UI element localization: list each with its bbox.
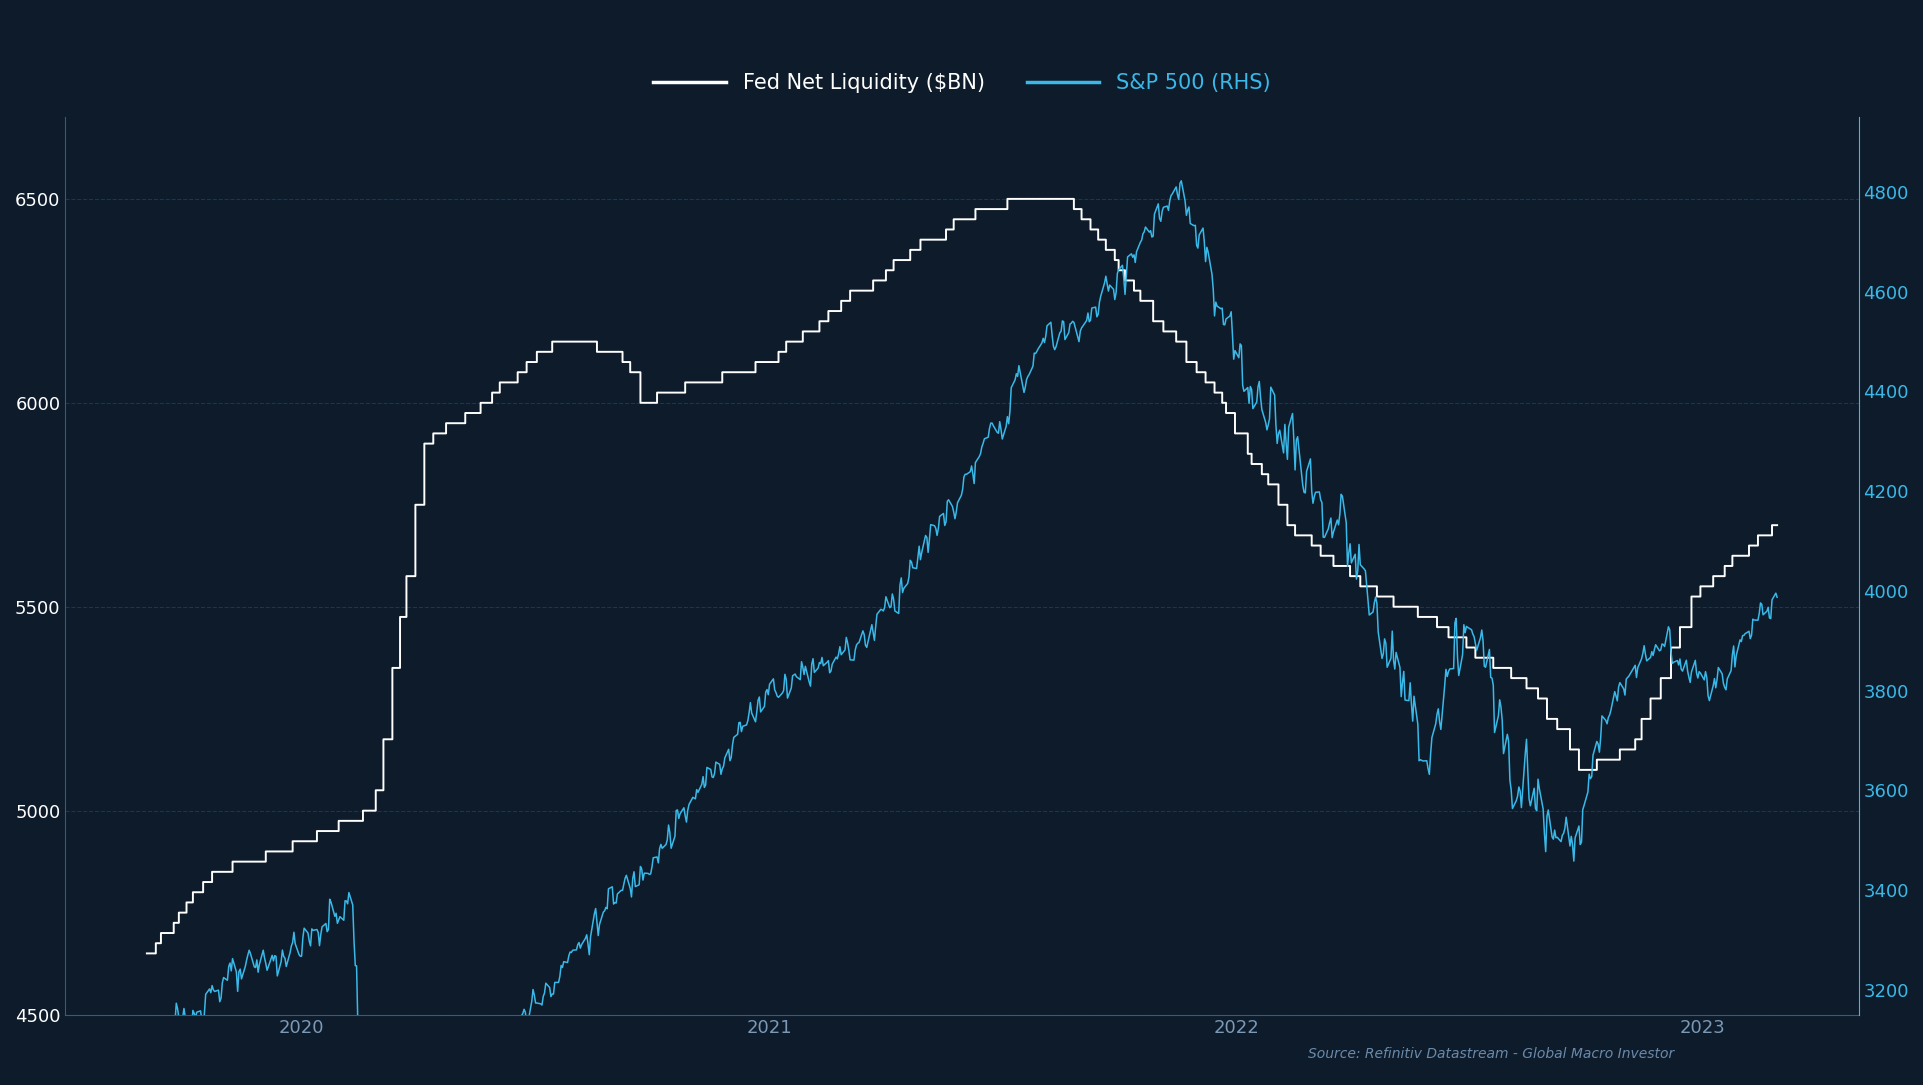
Text: Source: Refinitiv Datastream - Global Macro Investor: Source: Refinitiv Datastream - Global Ma…: [1308, 1047, 1673, 1061]
Line: S&P 500 (RHS): S&P 500 (RHS): [146, 181, 1777, 1085]
Legend: Fed Net Liquidity ($BN), S&P 500 (RHS): Fed Net Liquidity ($BN), S&P 500 (RHS): [644, 65, 1279, 102]
Line: Fed Net Liquidity ($BN): Fed Net Liquidity ($BN): [146, 199, 1777, 954]
